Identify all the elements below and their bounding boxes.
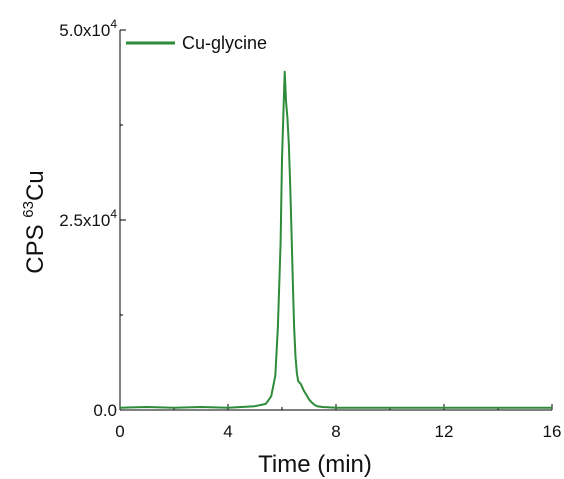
y-axis-title: CPS 63Cu (20, 170, 49, 273)
x-tick-label: 4 (223, 422, 232, 441)
y-axis-title-sup: 63 (20, 201, 37, 218)
x-axis-title: Time (min) (258, 451, 372, 478)
y-axis-title-tail: Cu (22, 170, 49, 201)
y-tick-label: 2.5x104 (59, 207, 117, 230)
series-line-cu-glycine (119, 70, 552, 409)
x-tick-label: 12 (435, 422, 454, 441)
y-ticks: 0.0 2.5x104 5.0x104 (59, 17, 126, 420)
legend-label-cu-glycine: Cu-glycine (182, 33, 267, 53)
x-tick-label: 16 (543, 422, 562, 441)
y-tick-label: 5.0x104 (59, 17, 117, 40)
x-tick-label: 8 (331, 422, 340, 441)
y-tick-label: 0.0 (93, 401, 117, 420)
x-tick-label: 0 (115, 422, 124, 441)
y-axis-title-main: CPS (22, 218, 49, 274)
legend: Cu-glycine (126, 33, 267, 53)
